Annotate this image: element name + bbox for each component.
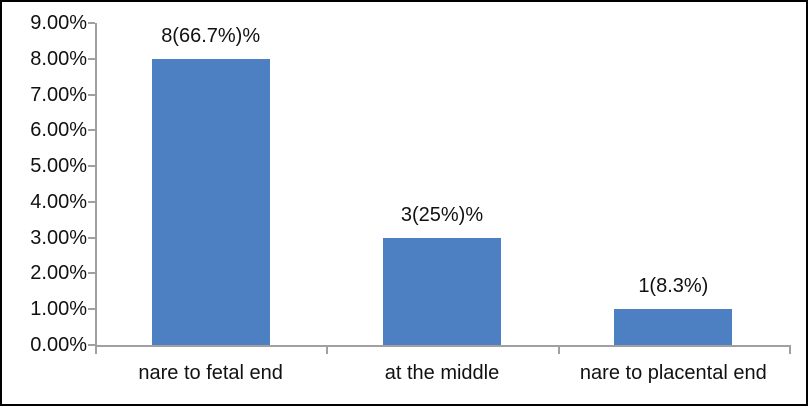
- bar-value-label: 1(8.3%): [638, 275, 709, 298]
- x-axis-category-label: nare to fetal end: [138, 362, 283, 384]
- y-axis-tick-label: 3.00%: [30, 226, 87, 249]
- bar: [614, 309, 733, 345]
- bar: [383, 237, 501, 345]
- x-tick-mark: [326, 345, 329, 354]
- y-tick-mark: [88, 22, 95, 24]
- y-axis-tick-label: 8.00%: [30, 47, 87, 70]
- y-axis-tick-label: 7.00%: [30, 83, 87, 106]
- y-tick-mark: [88, 308, 95, 311]
- x-tick-mark: [557, 345, 560, 354]
- y-axis-tick-label: 5.00%: [30, 155, 87, 178]
- bar-value-label: 3(25%)%: [400, 203, 484, 226]
- y-tick-mark: [88, 344, 95, 346]
- y-tick-mark: [88, 236, 95, 239]
- y-axis-tick-label: 0.00%: [30, 334, 87, 356]
- y-axis-tick-label: 6.00%: [30, 119, 87, 142]
- y-axis-tick-label: 4.00%: [30, 190, 87, 213]
- y-tick-mark: [88, 272, 95, 275]
- y-tick-mark: [88, 200, 95, 203]
- x-tick-mark: [789, 345, 791, 354]
- y-axis-tick-label: 1.00%: [30, 298, 87, 321]
- y-axis-tick-label: 9.00%: [30, 12, 87, 34]
- x-axis-line: [95, 345, 791, 347]
- bar: [151, 58, 270, 345]
- x-tick-mark: [95, 345, 97, 354]
- y-tick-mark: [88, 93, 95, 96]
- y-tick-mark: [88, 165, 95, 168]
- x-axis-category-label: at the middle: [384, 362, 500, 384]
- x-axis-category-label: nare to placental end: [579, 362, 767, 384]
- y-axis-line: [95, 23, 97, 347]
- y-tick-mark: [88, 57, 95, 60]
- bar-value-label: 8(66.7%)%: [161, 24, 261, 47]
- y-axis-tick-label: 2.00%: [30, 262, 87, 285]
- y-tick-mark: [88, 129, 95, 132]
